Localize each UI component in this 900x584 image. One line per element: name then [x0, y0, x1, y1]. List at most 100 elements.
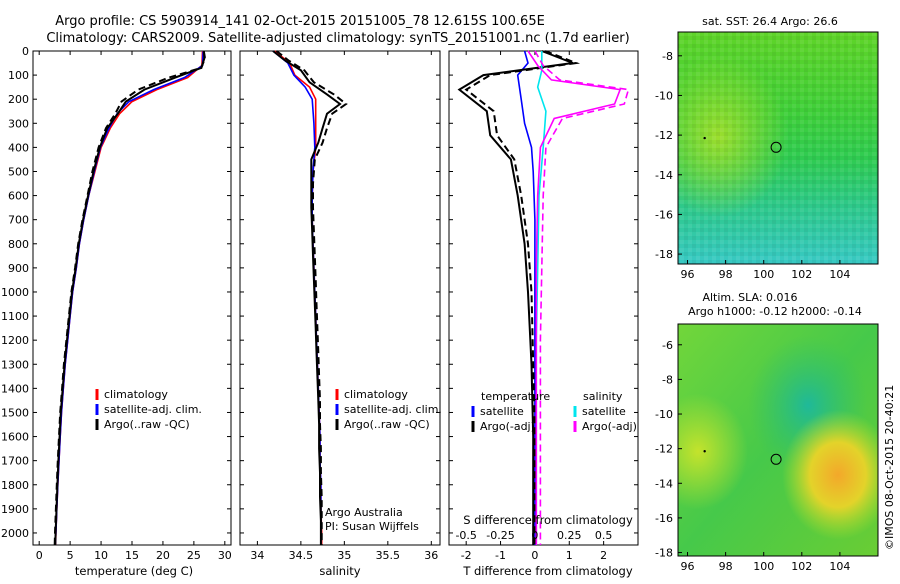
sla-axes-ytick-label: -18: [655, 547, 673, 560]
difference-panel: -2 -1 0 1 2 -0.5 -0.25 0 0.25 0.5 temperature salin…: [448, 50, 639, 562]
depth-tick-label: 0: [22, 45, 29, 58]
p-temp-series-satelliteadjclim: [54, 50, 204, 546]
salinity-panel: 34 34.5 35 35.5 36 climatology satellite-adj. …: [239, 50, 442, 562]
legend-label: climatology: [344, 388, 408, 401]
p-sal-series-argorawqc: [275, 50, 348, 545]
depth-tick-label: 1300: [1, 358, 29, 371]
sla-map-title-1: Altim. SLA: 0.016: [702, 291, 797, 304]
sst-axes-xtick-label: 100: [753, 268, 774, 281]
sst-axes-xtick-label: 102: [791, 268, 812, 281]
sla-axes-xtick-label: 100: [753, 560, 774, 573]
legend-label: satellite-adj. clim.: [104, 403, 202, 416]
p-temp-xtick-label: 30: [218, 549, 232, 562]
island-marker: [703, 450, 706, 453]
legend-label: Argo(-adj): [480, 420, 535, 433]
title-line-1: Argo profile: CS 5903914_141 02-Oct-2015…: [55, 14, 545, 29]
p-sal-xtick-label: 35: [337, 549, 351, 562]
p-diff-series-argoadj: [527, 50, 622, 545]
p-sal-xtick-label: 36: [424, 549, 438, 562]
depth-tick-label: 1400: [1, 382, 29, 395]
depth-tick-label: 1000: [1, 286, 29, 299]
sst-axes-ytick-label: -18: [655, 248, 673, 261]
sla-map-title-2: Argo h1000: -0.12 h2000: -0.14: [688, 305, 862, 318]
sst-map-title: sat. SST: 26.4 Argo: 26.6: [702, 15, 838, 28]
imos-stamp: ©IMOS 08-Oct-2015 20-40:21: [883, 385, 896, 550]
sst-map: sat. SST: 26.4 Argo: 26.6 96 98 100 102 104 -…: [655, 15, 879, 281]
depth-tick-label: 1500: [1, 406, 29, 419]
sla-map-hot-patch: [678, 324, 878, 556]
sst-axes-xtick-label: 104: [829, 268, 850, 281]
sla-axes-ytick-label: -10: [655, 408, 673, 421]
salinity-xlabel: salinity: [319, 564, 360, 578]
argo-float-marker: [770, 453, 782, 465]
sla-axes-xtick-label: 102: [791, 560, 812, 573]
p-diff-series-argoadj: [457, 50, 574, 545]
p-temp-xtick-label: 25: [187, 549, 201, 562]
depth-tick-label: 800: [8, 238, 29, 251]
p-temp-xtick-label: 0: [36, 549, 43, 562]
p-diff-frame: [448, 50, 639, 546]
title-line-2: Climatology: CARS2009. Satellite-adjuste…: [46, 31, 629, 46]
sla-axes-ytick-label: -12: [655, 443, 673, 456]
p-temp-series-argorawqc: [54, 50, 206, 546]
p-temp-frame: [32, 50, 232, 546]
legend-label: climatology: [104, 388, 168, 401]
sst-axes-ytick-label: -16: [655, 208, 673, 221]
sla-axes-ytick-label: -14: [655, 477, 673, 490]
depth-tick-label: 1200: [1, 334, 29, 347]
temperature-xlabel: temperature (deg C): [75, 564, 193, 578]
depth-tick-label: 1600: [1, 431, 29, 444]
sst-map-texture: [678, 32, 878, 264]
p-sal-xtick-label: 35.5: [376, 549, 401, 562]
salinity-diff-tick-label: -0.25: [486, 529, 514, 542]
sst-axes-ytick-label: -12: [655, 129, 673, 142]
depth-tick-label: 1900: [1, 503, 29, 516]
depth-tick-label: 400: [8, 141, 29, 154]
depth-tick-label: 500: [8, 165, 29, 178]
diff-xlabel-top: S difference from climatology: [463, 513, 633, 527]
sst-map-frame: [677, 31, 879, 265]
p-diff-xtick-label: 1: [566, 549, 573, 562]
sla-axes-xtick-label: 104: [829, 560, 850, 573]
argo-float-marker: [770, 141, 782, 153]
p-temp-xtick-label: 15: [125, 549, 139, 562]
legend-label: satellite: [480, 405, 524, 418]
p-diff-series-satellite: [516, 50, 536, 545]
depth-tick-label: 300: [8, 117, 29, 130]
p-diff-xtick-label: -2: [461, 549, 472, 562]
p-diff-xtick-label: 2: [600, 549, 607, 562]
legend-label: Argo(..raw -QC): [344, 418, 430, 431]
legend-label: Argo(..raw -QC): [104, 418, 190, 431]
salinity-diff-tick-label: -0.5: [455, 529, 476, 542]
sla-map-frame: [677, 323, 879, 557]
depth-tick-label: 1100: [1, 310, 29, 323]
p-diff-series-argoadj: [534, 50, 630, 545]
sla-axes-ytick-label: -8: [662, 373, 673, 386]
legend-label: Argo(-adj): [582, 420, 637, 433]
depth-tick-label: 100: [8, 69, 29, 82]
salinity-diff-tick-label: 0: [531, 529, 538, 542]
sla-map: Altim. SLA: 0.016 Argo h1000: -0.12 h200…: [655, 291, 879, 573]
sla-axes-xtick-label: 98: [719, 560, 733, 573]
legend-title-salinity: salinity: [583, 390, 623, 403]
p-sal-frame: [239, 50, 441, 546]
depth-tick-label: 1700: [1, 455, 29, 468]
legend-label: satellite: [582, 405, 626, 418]
p-diff-xtick-label: -1: [495, 549, 506, 562]
p-sal-series-argorawqc: [272, 50, 342, 545]
depth-tick-label: 900: [8, 262, 29, 275]
p-diff-xtick-label: 0: [531, 549, 538, 562]
sst-axes-ytick-label: -14: [655, 169, 673, 182]
p-diff-series-argoadj: [464, 50, 581, 545]
p-temp-xtick-label: 5: [67, 549, 74, 562]
p-temp-series-argorawqc: [53, 50, 207, 546]
p-temp-series-climatology: [54, 50, 204, 546]
depth-tick-label: 700: [8, 214, 29, 227]
depth-tick-label: 200: [8, 93, 29, 106]
legend-label: satellite-adj. clim.: [344, 403, 442, 416]
sla-axes-ytick-label: -16: [655, 512, 673, 525]
depth-tick-label: 600: [8, 190, 29, 203]
sla-axes-xtick-label: 96: [681, 560, 695, 573]
legend-title-temperature: temperature: [481, 390, 550, 403]
sst-axes-xtick-label: 98: [719, 268, 733, 281]
